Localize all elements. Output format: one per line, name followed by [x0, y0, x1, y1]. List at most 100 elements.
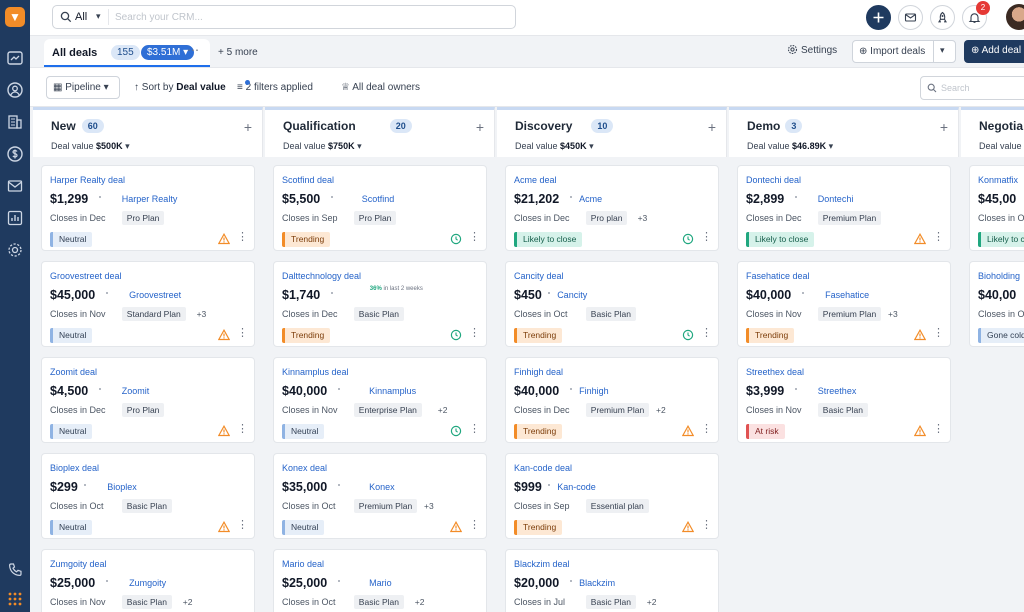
- deal-name-link[interactable]: Finhigh deal: [514, 367, 564, 377]
- organization-link[interactable]: Groovestreet: [129, 290, 182, 300]
- mail-icon[interactable]: [6, 177, 24, 195]
- dashboard-icon[interactable]: [6, 49, 24, 67]
- add-deal-button[interactable]: ⊕ Add deal: [964, 40, 1024, 63]
- clock-icon[interactable]: [682, 329, 694, 341]
- more-options-icon[interactable]: ⋮: [237, 327, 248, 339]
- deal-card[interactable]: Bioplex deal $299 Bioplex Closes in Oct Basi…: [41, 453, 255, 539]
- more-options-icon[interactable]: ⋮: [933, 423, 944, 435]
- deal-name-link[interactable]: Harper Realty deal: [50, 175, 126, 185]
- deal-name-link[interactable]: Streethex deal: [746, 367, 805, 377]
- warning-icon[interactable]: [217, 520, 231, 533]
- organization-link[interactable]: Fasehatice: [825, 290, 870, 300]
- organization-link[interactable]: Zumgoity: [129, 578, 167, 588]
- settings-gear-icon[interactable]: [6, 241, 24, 259]
- deal-name-link[interactable]: Groovestreet deal: [50, 271, 122, 281]
- deal-name-link[interactable]: Scotfind deal: [282, 175, 335, 185]
- warning-icon[interactable]: [217, 328, 231, 341]
- import-deals-button[interactable]: ⊕ Import deals ▾: [852, 40, 956, 63]
- owners-filter-button[interactable]: ♕ All deal owners: [341, 82, 421, 93]
- deal-name-link[interactable]: Konex deal: [282, 463, 328, 473]
- deal-card[interactable]: Fasehatice deal $40,000 Fasehatice Closes i…: [737, 261, 951, 347]
- deal-card[interactable]: Konex deal $35,000 Konex Closes in Oct Premi…: [273, 453, 487, 539]
- chevron-down-icon[interactable]: ▾: [940, 45, 945, 55]
- column-deal-value[interactable]: Deal value: [979, 141, 1022, 151]
- organization-link[interactable]: Streethex: [817, 386, 857, 396]
- global-search[interactable]: All ▾: [52, 5, 516, 29]
- contacts-icon[interactable]: [6, 81, 24, 99]
- deal-card[interactable]: Zoomit deal $4,500 Zoomit Closes in Dec Pro …: [41, 357, 255, 443]
- add-to-column-icon[interactable]: +: [939, 119, 948, 135]
- more-views-button[interactable]: + 5 more: [218, 47, 258, 58]
- tab-all-deals[interactable]: All deals 155 $3.51M ▾: [44, 39, 210, 67]
- mail-button[interactable]: [898, 5, 923, 30]
- deal-card[interactable]: Streethex deal $3,999 Streethex Closes in N…: [737, 357, 951, 443]
- more-options-icon[interactable]: ⋮: [701, 327, 712, 339]
- user-avatar[interactable]: [1006, 4, 1024, 30]
- add-to-column-icon[interactable]: +: [243, 119, 252, 135]
- warning-icon[interactable]: [217, 232, 231, 245]
- more-options-icon[interactable]: ⋮: [237, 519, 248, 531]
- organization-link[interactable]: Zoomit: [121, 386, 150, 396]
- more-tags-count[interactable]: +2: [646, 597, 657, 607]
- search-scope[interactable]: All: [75, 11, 88, 23]
- filters-button[interactable]: ≡ 2 filters applied: [237, 82, 313, 93]
- deals-icon[interactable]: [6, 145, 24, 163]
- deal-card[interactable]: Bioholding $40,00 Closes in O Gone cold: [969, 261, 1024, 347]
- more-options-icon[interactable]: ⋮: [469, 519, 480, 531]
- warning-icon[interactable]: [913, 232, 927, 245]
- organization-link[interactable]: Mario: [369, 578, 392, 588]
- more-tags-count[interactable]: +3: [888, 309, 898, 319]
- deal-name-link[interactable]: Dontechi deal: [746, 175, 802, 185]
- more-options-icon[interactable]: ⋮: [701, 231, 712, 243]
- deal-card[interactable]: Harper Realty deal $1,299 Harper Realty Clo…: [41, 165, 255, 251]
- deal-name-link[interactable]: Kinnamplus deal: [282, 367, 349, 377]
- phone-icon[interactable]: [6, 561, 24, 579]
- organization-link[interactable]: Finhigh: [579, 386, 609, 396]
- column-deal-value[interactable]: Deal value $46.89K ▾: [747, 141, 833, 152]
- organization-link[interactable]: Kinnamplus: [369, 386, 417, 396]
- deal-name-link[interactable]: Mario deal: [282, 559, 325, 569]
- deal-value-badge[interactable]: $3.51M ▾: [141, 45, 195, 60]
- launch-button[interactable]: [930, 5, 955, 30]
- warning-icon[interactable]: [913, 424, 927, 437]
- view-options-icon[interactable]: ⋯: [187, 43, 200, 57]
- deal-card[interactable]: Finhigh deal $40,000 Finhigh Closes in Dec P…: [505, 357, 719, 443]
- column-deal-value[interactable]: Deal value $500K ▾: [51, 141, 130, 152]
- deal-name-link[interactable]: Fasehatice deal: [746, 271, 810, 281]
- warning-icon[interactable]: [217, 424, 231, 437]
- deal-card[interactable]: Dontechi deal $2,899 Dontechi Closes in Dec…: [737, 165, 951, 251]
- deal-name-link[interactable]: Konmatfix: [978, 175, 1019, 185]
- deal-card[interactable]: Cancity deal $450 Cancity Closes in Oct Basi…: [505, 261, 719, 347]
- deal-name-link[interactable]: Blackzim deal: [514, 559, 570, 569]
- warning-icon[interactable]: [681, 520, 695, 533]
- add-to-column-icon[interactable]: +: [475, 119, 484, 135]
- organization-link[interactable]: Cancity: [557, 290, 588, 300]
- deal-name-link[interactable]: Zoomit deal: [50, 367, 98, 377]
- deal-name-link[interactable]: Cancity deal: [514, 271, 564, 281]
- more-tags-count[interactable]: +2: [182, 597, 193, 607]
- deal-name-link[interactable]: Dalttechnology deal: [282, 271, 362, 281]
- add-to-column-icon[interactable]: +: [707, 119, 716, 135]
- more-options-icon[interactable]: ⋮: [933, 327, 944, 339]
- more-options-icon[interactable]: ⋮: [469, 423, 480, 435]
- more-tags-count[interactable]: +3: [637, 213, 648, 223]
- deal-card[interactable]: Konmatfix $45,00 Closes in O Likely to c: [969, 165, 1024, 251]
- more-options-icon[interactable]: ⋮: [237, 231, 248, 243]
- organization-link[interactable]: Blackzim: [579, 578, 616, 588]
- deal-card[interactable]: Scotfind deal $5,500 Scotfind Closes in Sep…: [273, 165, 487, 251]
- more-options-icon[interactable]: ⋮: [701, 423, 712, 435]
- apps-grid-icon[interactable]: [6, 590, 24, 608]
- deal-name-link[interactable]: Acme deal: [514, 175, 557, 185]
- organization-link[interactable]: Dontechi: [817, 194, 854, 204]
- app-logo-icon[interactable]: ▼: [5, 7, 25, 27]
- more-tags-count[interactable]: +3: [424, 501, 434, 511]
- search-input[interactable]: [115, 9, 495, 25]
- more-tags-count[interactable]: +3: [196, 309, 207, 319]
- reports-icon[interactable]: [6, 209, 24, 227]
- deal-card[interactable]: Kinnamplus deal $40,000 Kinnamplus Closes i…: [273, 357, 487, 443]
- organization-link[interactable]: Acme: [579, 194, 603, 204]
- more-tags-count[interactable]: +2: [414, 597, 425, 607]
- chevron-down-icon[interactable]: ▾: [96, 11, 101, 21]
- quick-add-button[interactable]: [866, 5, 891, 30]
- clock-icon[interactable]: [682, 233, 694, 245]
